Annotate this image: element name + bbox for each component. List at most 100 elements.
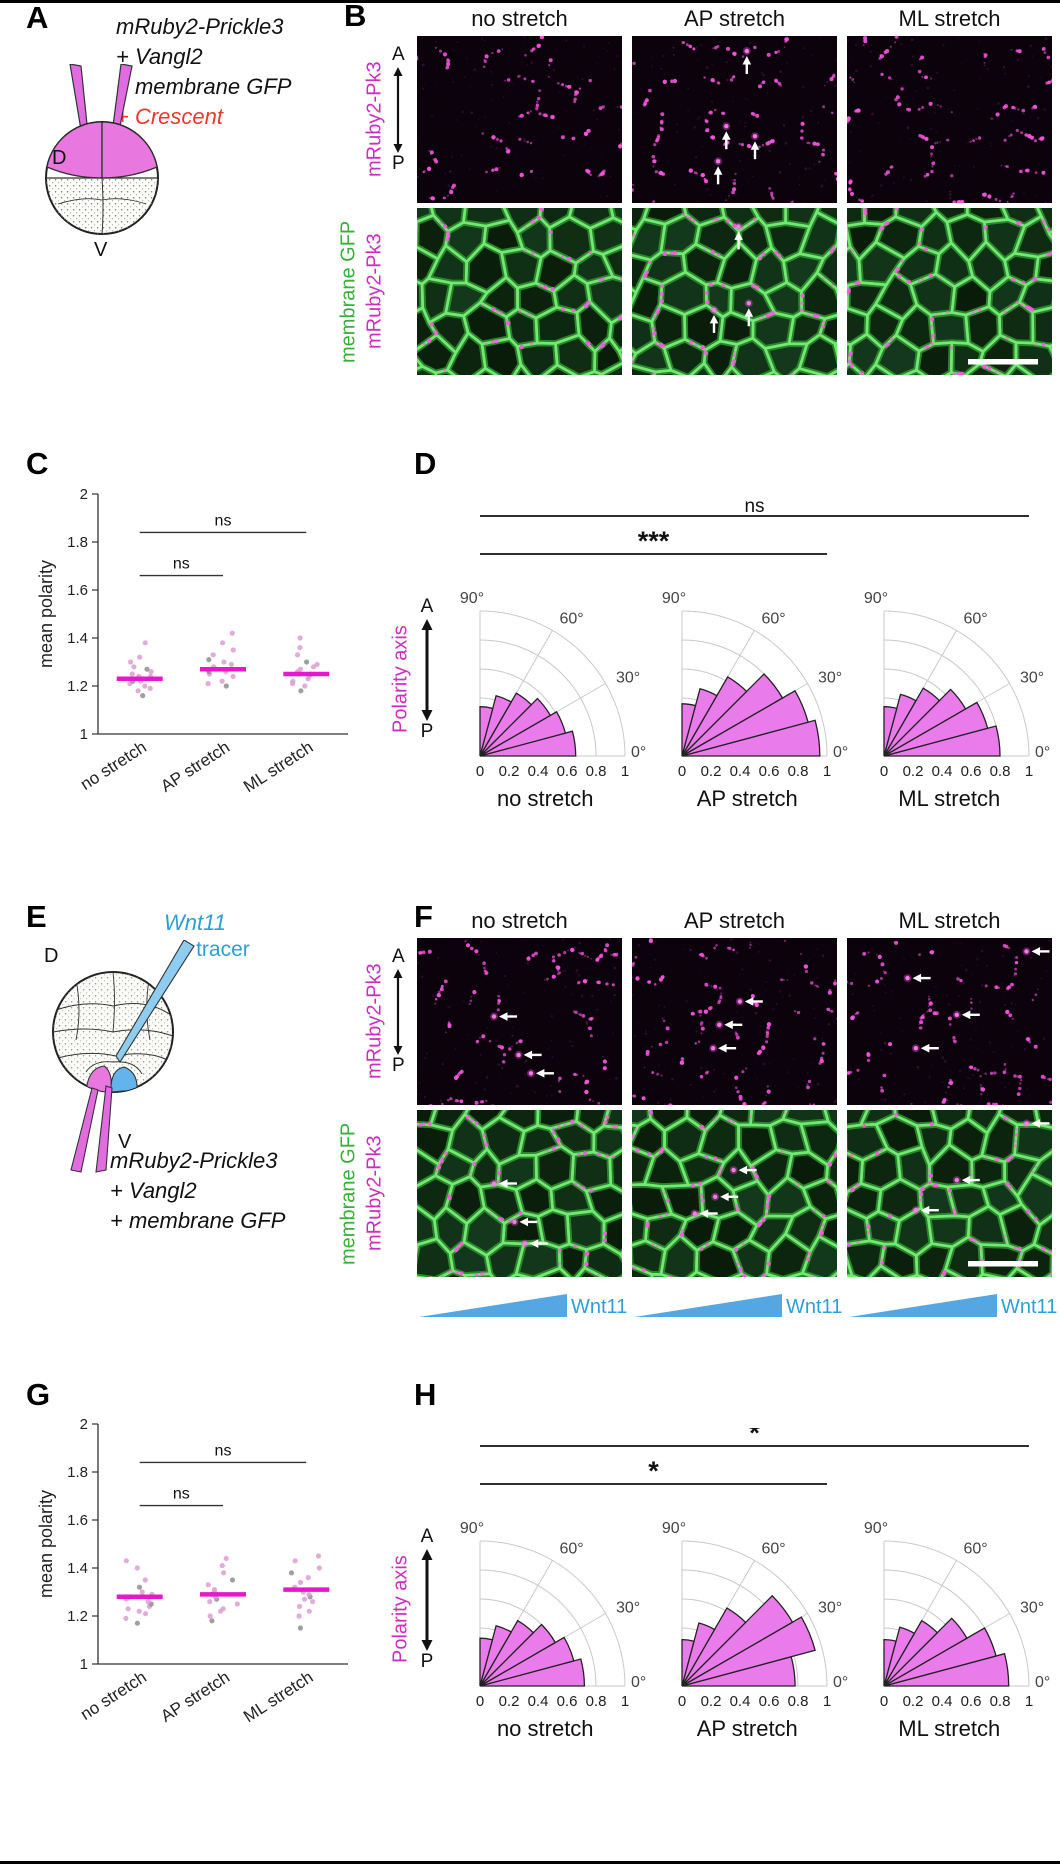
svg-text:0.8: 0.8: [788, 763, 809, 780]
axis-a-label: A: [392, 44, 405, 67]
svg-text:0°: 0°: [833, 744, 848, 761]
svg-text:0°: 0°: [631, 744, 646, 761]
scatter-plot-g: 1 1.2 1.4 1.6 1.8 2 ns ns no stretch AP stretch ML…: [36, 1406, 366, 1741]
svg-text:1.6: 1.6: [67, 582, 88, 599]
micrograph-merge-ap-stretch: [632, 208, 837, 375]
svg-text:1.4: 1.4: [67, 630, 88, 647]
svg-text:1: 1: [621, 763, 629, 780]
svg-text:0.4: 0.4: [932, 763, 953, 780]
svg-text:60°: 60°: [964, 610, 988, 627]
svg-text:0.8: 0.8: [990, 763, 1011, 780]
svg-text:0.4: 0.4: [730, 763, 751, 780]
wnt11-injection-label: Wnt11: [164, 908, 226, 938]
micrograph-pk3-ap-stretch-wnt11: [632, 938, 837, 1105]
row-label-mruby2-pk3: mRuby2-Pk3: [362, 208, 388, 375]
ap-axis-arrow-icon: [420, 1549, 434, 1651]
svg-text:60°: 60°: [560, 610, 584, 627]
svg-text:1.2: 1.2: [67, 678, 88, 695]
panel-c-label: C: [26, 448, 48, 479]
svg-text:AP stretch: AP stretch: [697, 786, 798, 811]
axis-a-label: A: [421, 596, 434, 619]
injection-line: mRuby2-Prickle3: [116, 12, 291, 42]
micrograph-pk3-no-stretch-wnt11: [417, 938, 622, 1105]
svg-text:mean polarity: mean polarity: [36, 560, 56, 668]
svg-text:90°: 90°: [662, 590, 686, 607]
micrograph-pk3-ap-stretch: [632, 36, 837, 203]
axis-p-label: P: [421, 1651, 434, 1674]
svg-text:30°: 30°: [1020, 670, 1044, 687]
micrograph-pk3-ml-stretch-wnt11: [847, 938, 1052, 1105]
svg-text:ns: ns: [744, 498, 764, 517]
micrograph-pk3-ml-stretch: [847, 36, 1052, 203]
axis-p-label: P: [392, 153, 405, 176]
svg-text:ML stretch: ML stretch: [898, 786, 1000, 811]
svg-text:0.2: 0.2: [499, 763, 520, 780]
axis-p-label: P: [421, 721, 434, 744]
svg-text:0.2: 0.2: [903, 763, 924, 780]
rose-plots-d: ns *** 90° 60° 30° 0° 0 0.2 0.4 0.6 0.8 1 no stretch…: [452, 498, 1054, 816]
svg-text:0: 0: [476, 763, 484, 780]
axis-a-label: A: [392, 946, 405, 969]
panel-d-label: D: [414, 448, 436, 479]
svg-text:0.4: 0.4: [528, 763, 549, 780]
column-header-ap-stretch: AP stretch: [632, 6, 837, 32]
embryo-dorsal-label: D: [52, 147, 66, 169]
svg-text:AP stretch: AP stretch: [157, 737, 233, 795]
wnt11-gradient-label: Wnt11: [1001, 1296, 1057, 1319]
svg-text:1: 1: [1025, 763, 1033, 780]
ap-axis-arrow-icon: [420, 619, 434, 721]
svg-text:30°: 30°: [616, 670, 640, 687]
row-label-mruby2-pk3: mRuby2-Pk3: [362, 36, 388, 203]
panel-e-label: E: [26, 901, 47, 932]
row-label-mruby2-pk3: mRuby2-Pk3: [362, 1110, 388, 1277]
wnt11-gradient-label: Wnt11: [786, 1296, 842, 1319]
micrograph-merge-ml-stretch-wnt11: [847, 1110, 1052, 1277]
svg-text:90°: 90°: [460, 590, 484, 607]
svg-text:1.8: 1.8: [67, 534, 88, 551]
embryo-schematic-e: D V: [16, 940, 216, 1175]
svg-text:ML stretch: ML stretch: [240, 737, 316, 796]
svg-text:no stretch: no stretch: [497, 786, 594, 811]
ap-axis-arrow-icon: [392, 67, 404, 153]
svg-text:no stretch: no stretch: [77, 737, 150, 794]
svg-text:0.6: 0.6: [759, 763, 780, 780]
ap-axis-arrow-icon: [392, 969, 404, 1055]
ap-axis-d: A P: [420, 596, 434, 744]
svg-text:ns: ns: [173, 556, 190, 573]
panel-h-label: H: [414, 1379, 436, 1410]
polarity-axis-label: Polarity axis: [388, 1524, 414, 1694]
polarity-axis-label: Polarity axis: [388, 594, 414, 764]
wnt11-gradient-triangle-icon: [634, 1292, 782, 1318]
embryo-cells: [46, 122, 158, 234]
micrograph-merge-no-stretch: [417, 208, 622, 375]
ap-axis-b: A P: [392, 44, 405, 176]
axis-a-label: A: [421, 1526, 434, 1549]
svg-text:30°: 30°: [818, 670, 842, 687]
svg-text:0.6: 0.6: [557, 763, 578, 780]
svg-text:0.8: 0.8: [586, 763, 607, 780]
figure-border-top: [0, 0, 1060, 3]
injection-line: mRuby2-Prickle3: [110, 1146, 285, 1176]
column-header-ml-stretch: ML stretch: [847, 908, 1052, 934]
scatter-plot-c: 1 1.2 1.4 1.6 1.8 2 ns ns no stretch AP stretch ML…: [36, 476, 366, 811]
svg-text:1: 1: [823, 763, 831, 780]
micrograph-merge-ml-stretch: [847, 208, 1052, 375]
axis-p-label: P: [392, 1055, 405, 1078]
svg-text:0.2: 0.2: [701, 763, 722, 780]
svg-text:***: ***: [638, 526, 670, 556]
svg-text:0: 0: [678, 763, 686, 780]
injection-pipette-icon: [71, 1088, 98, 1172]
column-header-no-stretch: no stretch: [417, 908, 622, 934]
panel-a-label: A: [26, 2, 48, 33]
svg-text:0: 0: [880, 763, 888, 780]
panel-b-label: B: [344, 0, 366, 31]
row-label-membrane-gfp: membrane GFP: [336, 1110, 362, 1277]
panel-e-injection-text: mRuby2-Prickle3 + Vangl2 + membrane GFP: [110, 1146, 285, 1236]
embryo-ventral-label: V: [94, 239, 108, 258]
svg-text:0.6: 0.6: [961, 763, 982, 780]
svg-text:0°: 0°: [1035, 744, 1050, 761]
rose-plots-h: * * 90° 60° 30° 0° 0 0.2 0.4 0.6 0.8 1 no stretch 90°…: [452, 1428, 1054, 1746]
micrograph-merge-ap-stretch-wnt11: [632, 1110, 837, 1277]
row-label-membrane-gfp: membrane GFP: [336, 208, 362, 375]
